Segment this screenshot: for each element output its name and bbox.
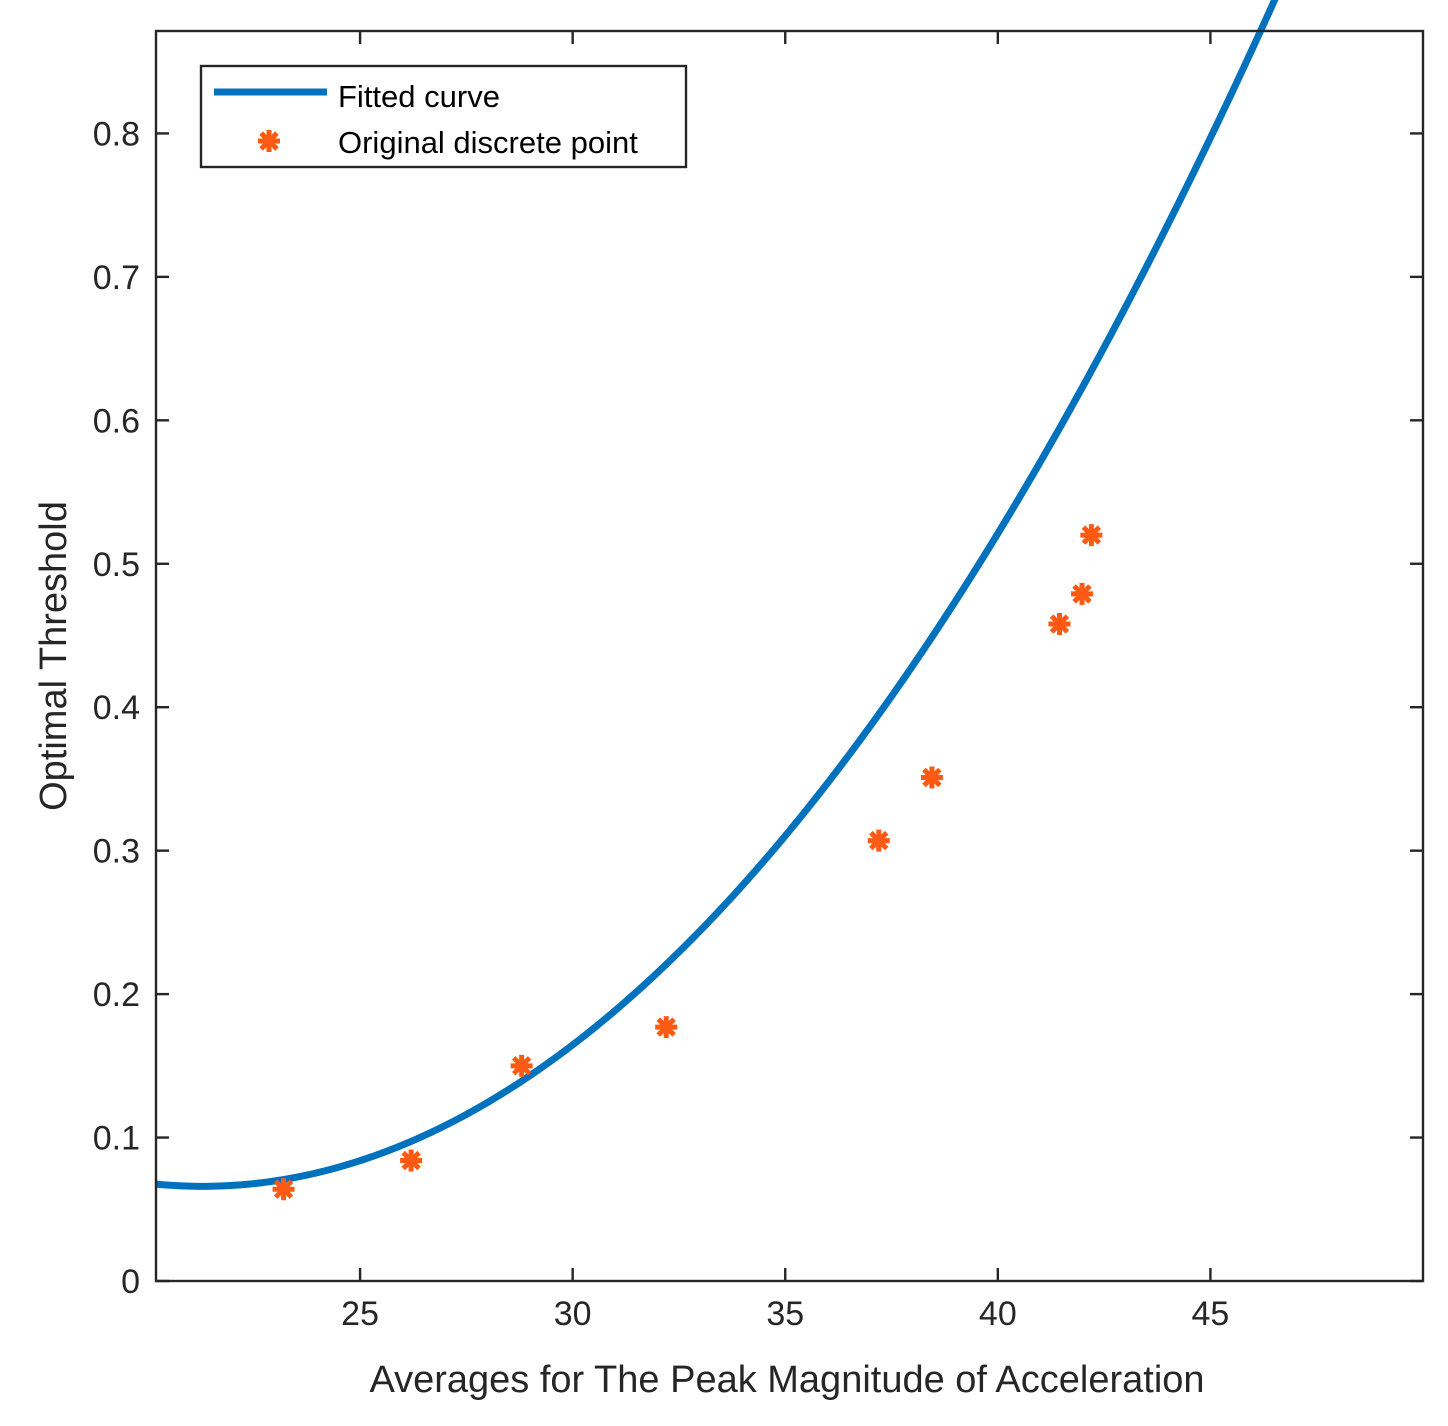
x-tick-label: 45	[1192, 1295, 1230, 1333]
data-point	[1048, 613, 1071, 636]
legend: Fitted curve Original discrete point	[199, 64, 688, 169]
data-point	[920, 766, 943, 789]
y-tick-label: 0.1	[93, 1120, 140, 1158]
y-tick-label: 0.2	[93, 976, 140, 1014]
data-point	[867, 829, 890, 852]
data-point	[1071, 582, 1094, 605]
y-tick-label: 0.4	[93, 689, 140, 727]
data-point	[272, 1178, 295, 1201]
y-tick-label: 0.3	[93, 833, 140, 871]
legend-discrete-point-marker	[258, 130, 280, 152]
legend-fitted-curve-label: Fitted curve	[338, 79, 500, 114]
data-point	[510, 1054, 533, 1077]
data-point	[655, 1016, 678, 1039]
y-axis-title: Optimal Threshold	[33, 501, 75, 811]
y-tick-label: 0.8	[93, 115, 140, 153]
axes-box	[154, 29, 1425, 1283]
x-tick-label: 25	[341, 1295, 379, 1333]
x-tick-label: 30	[554, 1295, 592, 1333]
x-tick-label: 40	[979, 1295, 1017, 1333]
fitted-curve-line	[155, 0, 1279, 1190]
y-tick-label: 0.5	[93, 546, 140, 584]
x-tick-label: 35	[766, 1295, 804, 1333]
plot-area	[155, 0, 1279, 1201]
legend-box	[199, 64, 688, 169]
x-axis-title: Averages for The Peak Magnitude of Accel…	[369, 1359, 1204, 1401]
data-point	[400, 1149, 423, 1172]
axes: 25 30 35 40 45 0 0.1 0.2 0.3 0.4 0.5 0.6 0.7 0.8	[93, 29, 1425, 1333]
data-point	[1080, 524, 1103, 547]
y-tick-label: 0.7	[93, 259, 140, 297]
y-tick-label: 0	[121, 1263, 140, 1301]
y-tick-label: 0.6	[93, 402, 140, 440]
legend-discrete-point-label: Original discrete point	[338, 125, 638, 160]
